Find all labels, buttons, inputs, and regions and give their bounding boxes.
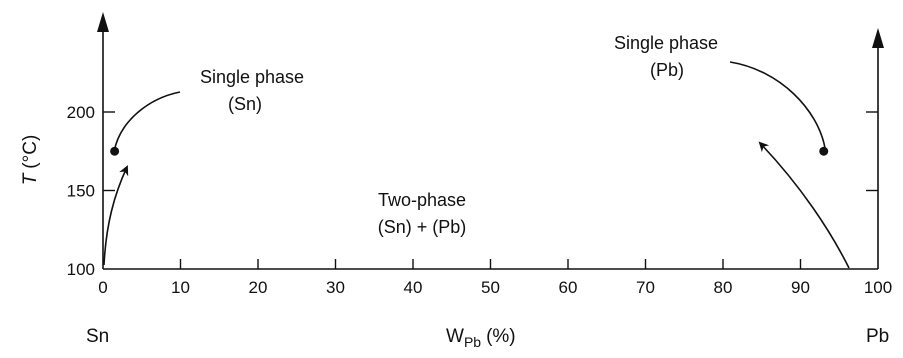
x-tick-label-30: 30: [326, 278, 345, 297]
sn-single-phase-label-line1: Single phase: [200, 67, 304, 87]
pb-single-phase-label-line2: (Pb): [650, 60, 684, 80]
pb-region-point: [819, 146, 829, 156]
sn-boundary-arrow: [103, 165, 129, 266]
sn-region-point: [110, 146, 120, 156]
y-ticks: 100 150 200: [67, 103, 878, 279]
y-tick-label-200: 200: [67, 103, 95, 122]
pb-leader-curve: [729, 61, 826, 149]
x-tick-label-0: 0: [98, 278, 107, 297]
x-tick-label-70: 70: [636, 278, 655, 297]
y-axis-left-arrow: [97, 12, 109, 32]
x-tick-label-90: 90: [791, 278, 810, 297]
y-tick-label-150: 150: [67, 182, 95, 201]
y-axis-right-arrow: [872, 28, 884, 48]
y-tick-label-100: 100: [67, 260, 95, 279]
two-phase-label-line2: (Sn) + (Pb): [378, 217, 467, 237]
x-tick-label-100: 100: [864, 278, 892, 297]
x-tick-label-50: 50: [481, 278, 500, 297]
sn-leader-curve: [113, 91, 181, 153]
two-phase-label-line1: Two-phase: [378, 190, 466, 210]
x-tick-label-40: 40: [404, 278, 423, 297]
pb-boundary-arrow: [758, 141, 850, 269]
x-axis-label: WPb (%): [446, 326, 516, 350]
sn-single-phase-label-line2: (Sn): [228, 94, 262, 114]
component-label-pb: Pb: [866, 326, 889, 347]
x-tick-label-60: 60: [559, 278, 578, 297]
y-axis-label: T(°C): [20, 135, 41, 186]
data-points: [110, 146, 829, 156]
pb-single-phase-label-line1: Single phase: [614, 33, 718, 53]
x-tick-label-20: 20: [249, 278, 268, 297]
component-label-sn: Sn: [86, 326, 109, 347]
x-tick-label-10: 10: [171, 278, 190, 297]
x-ticks: 0 10 20 30 40 50 60 70 80 90 100: [98, 259, 892, 297]
x-tick-label-80: 80: [714, 278, 733, 297]
